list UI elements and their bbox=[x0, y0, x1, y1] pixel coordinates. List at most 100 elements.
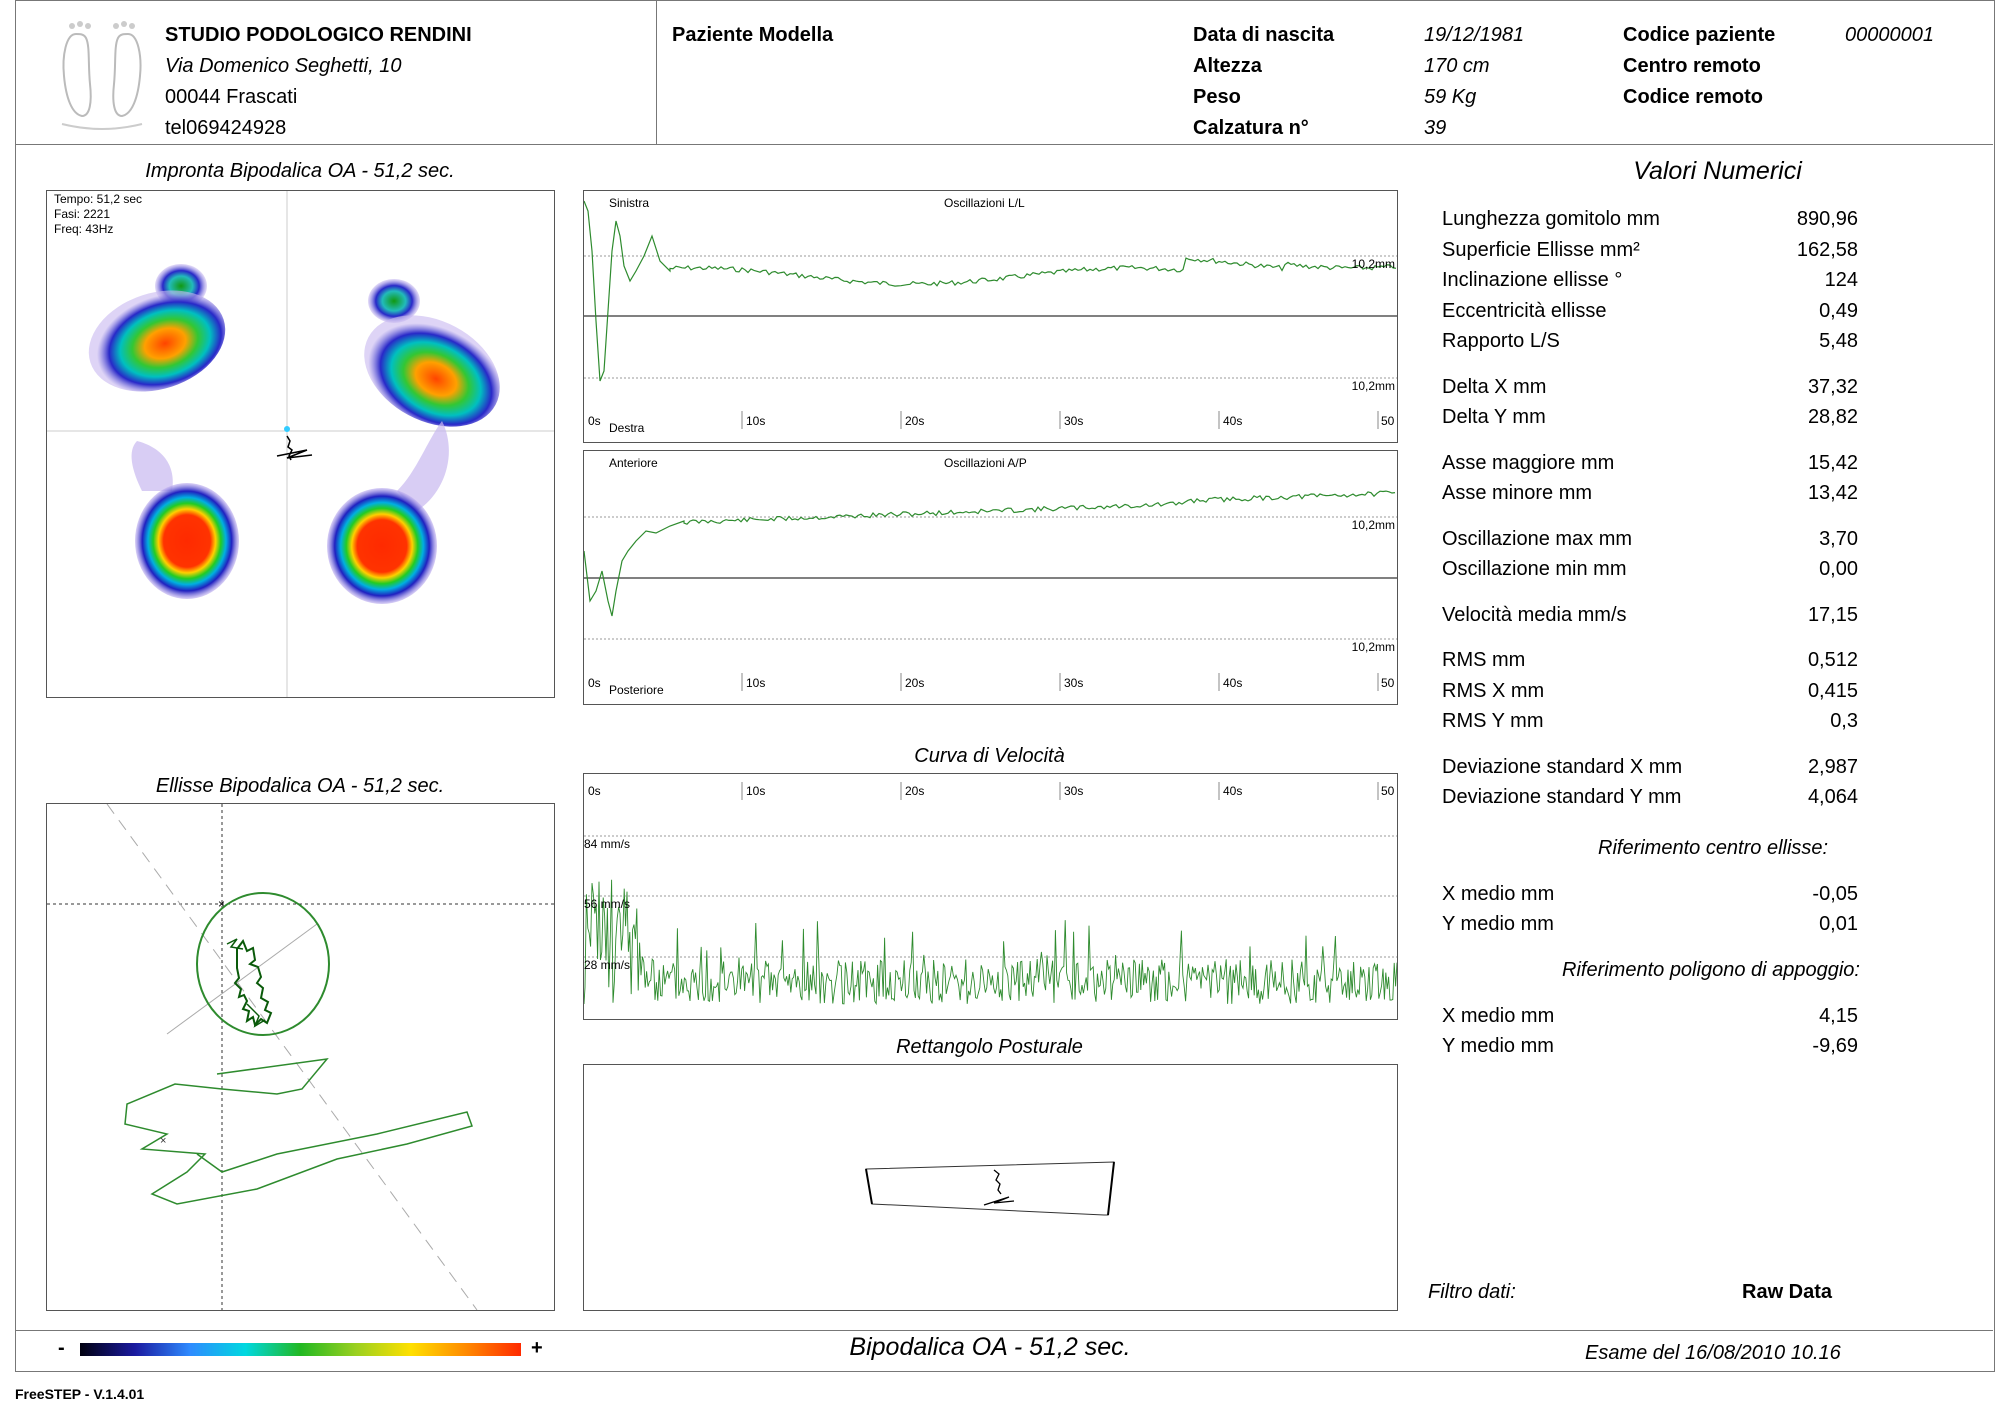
footprint-info-freq: Freq: 43Hz bbox=[54, 222, 114, 236]
numeric-label: Lunghezza gomitolo mm bbox=[1442, 208, 1660, 230]
oscillation-ll-chart: Sinistra Oscillazioni L/L 10,2mm 10,2mm … bbox=[583, 190, 1398, 443]
oscillation-ll-tick-0: 0s bbox=[588, 414, 601, 428]
oscillation-ll-trace bbox=[584, 200, 1397, 382]
field-label-remote-code: Codice remoto bbox=[1623, 86, 1764, 108]
field-label-patient-code: Codice paziente bbox=[1623, 24, 1776, 46]
numeric-value: 124 bbox=[1824, 269, 1858, 291]
footprint-info-phases: Fasi: 2221 bbox=[54, 207, 111, 221]
footprint-info-time: Tempo: 51,2 sec bbox=[54, 192, 143, 206]
numeric-label: Oscillazione min mm bbox=[1442, 558, 1627, 580]
oscillation-ll-scale-bottom: 10,2mm bbox=[1351, 379, 1395, 393]
oscillation-ap-trace bbox=[584, 490, 1396, 617]
numeric-value: 4,064 bbox=[1807, 786, 1858, 808]
oscillation-ll-tick-4: 40s bbox=[1223, 414, 1243, 428]
ref-ellipse-y-label: Y medio mm bbox=[1442, 913, 1554, 935]
velocity-tick-2: 20s bbox=[905, 784, 925, 798]
numeric-value: 28,82 bbox=[1807, 406, 1858, 428]
velocity-tick-4: 40s bbox=[1223, 784, 1243, 798]
field-label-weight: Peso bbox=[1193, 86, 1241, 108]
velocity-level-84: 84 mm/s bbox=[584, 837, 631, 851]
software-version: FreeSTEP - V.1.4.01 bbox=[15, 1386, 145, 1402]
velocity-trace bbox=[584, 879, 1397, 1006]
numeric-value: 0,3 bbox=[1830, 710, 1858, 732]
header-column-divider bbox=[656, 0, 657, 144]
oscillation-ll-bottom-label: Destra bbox=[609, 421, 645, 435]
header-divider bbox=[15, 144, 1993, 145]
ref-polygon-x-value: 4,15 bbox=[1819, 1005, 1858, 1027]
numeric-value: 2,987 bbox=[1807, 755, 1858, 778]
velocity-title: Curva di Velocità bbox=[914, 745, 1065, 767]
numeric-value: 17,15 bbox=[1807, 603, 1858, 626]
velocity-tick-3: 30s bbox=[1064, 784, 1084, 798]
numeric-value: 0,415 bbox=[1807, 679, 1858, 702]
oscillation-ap-bottom-label: Posteriore bbox=[609, 683, 664, 697]
ref-polygon-y-label: Y medio mm bbox=[1442, 1035, 1554, 1057]
velocity-level-28: 28 mm/s bbox=[584, 958, 631, 972]
numeric-label: Superficie Ellisse mm² bbox=[1442, 238, 1640, 261]
rectangle-title: Rettangolo Posturale bbox=[896, 1036, 1083, 1058]
ref-ellipse-x-label: X medio mm bbox=[1442, 883, 1555, 905]
footer-title: Bipodalica OA - 51,2 sec. bbox=[849, 1333, 1131, 1361]
field-value-birthdate: 19/12/1981 bbox=[1424, 24, 1525, 46]
ref-polygon-title: Riferimento poligono di appoggio: bbox=[1562, 959, 1860, 981]
studio-phone: tel069424928 bbox=[165, 117, 287, 139]
numeric-value: 13,42 bbox=[1807, 482, 1858, 504]
numeric-label: Eccentricità ellisse bbox=[1442, 299, 1607, 322]
oscillation-ap-tick-1: 10s bbox=[746, 676, 766, 690]
velocity-tick-5: 50 bbox=[1381, 784, 1395, 798]
pressure-color-scale bbox=[80, 1343, 521, 1356]
numeric-label: RMS X mm bbox=[1442, 679, 1545, 702]
field-label-remote-center: Centro remoto bbox=[1623, 55, 1761, 77]
ref-ellipse-title: Riferimento centro ellisse: bbox=[1598, 837, 1829, 859]
velocity-tick-0: 0s bbox=[588, 784, 601, 798]
numeric-value: 0,49 bbox=[1819, 299, 1858, 322]
velocity-tick-1: 10s bbox=[746, 784, 766, 798]
ref-ellipse-y-value: 0,01 bbox=[1819, 913, 1858, 935]
svg-text:×: × bbox=[218, 897, 225, 911]
scale-min-label: - bbox=[58, 1337, 65, 1359]
footprint-pressure-map bbox=[47, 191, 554, 697]
numeric-label: Delta X mm bbox=[1442, 375, 1547, 398]
footprint-panel: Tempo: 51,2 sec Fasi: 2221 Freq: 43Hz bbox=[46, 190, 555, 698]
numeric-value: 162,58 bbox=[1796, 238, 1858, 261]
oscillation-ll-tick-1: 10s bbox=[746, 414, 766, 428]
postural-rectangle-plot bbox=[865, 1161, 1115, 1216]
oscillation-ap-tick-5: 50 bbox=[1381, 676, 1395, 690]
report-frame bbox=[15, 0, 1995, 1372]
numeric-label: RMS Y mm bbox=[1442, 710, 1544, 732]
filter-value: Raw Data bbox=[1742, 1281, 1833, 1303]
numeric-value: 5,48 bbox=[1819, 330, 1858, 352]
numeric-label: Velocità media mm/s bbox=[1442, 603, 1627, 626]
numeric-label: RMS mm bbox=[1442, 649, 1526, 671]
scale-max-label: + bbox=[531, 1337, 543, 1359]
oscillation-ap-title: Oscillazioni A/P bbox=[944, 456, 1027, 470]
numeric-label: Deviazione standard Y mm bbox=[1442, 786, 1682, 808]
oscillation-ap-chart: Anteriore Oscillazioni A/P 10,2mm 10,2mm… bbox=[583, 450, 1398, 705]
numeric-label: Rapporto L/S bbox=[1442, 330, 1560, 352]
numeric-title: Valori Numerici bbox=[1633, 157, 1802, 185]
oscillation-ll-tick-2: 20s bbox=[905, 414, 925, 428]
studio-address-line2: 00044 Frascati bbox=[165, 86, 298, 108]
studio-address-line1: Via Domenico Seghetti, 10 bbox=[165, 55, 402, 77]
ref-polygon-x-label: X medio mm bbox=[1442, 1005, 1555, 1027]
oscillation-ap-top-label: Anteriore bbox=[609, 456, 658, 470]
oscillation-ap-scale-bottom: 10,2mm bbox=[1351, 640, 1395, 654]
field-label-birthdate: Data di nascita bbox=[1193, 24, 1335, 46]
oscillation-ap-tick-4: 40s bbox=[1223, 676, 1243, 690]
oscillation-ap-tick-2: 20s bbox=[905, 676, 925, 690]
postural-rectangle-panel bbox=[583, 1064, 1398, 1311]
numeric-label: Asse minore mm bbox=[1442, 482, 1593, 504]
oscillation-ap-tick-0: 0s bbox=[588, 676, 601, 690]
numeric-value: 37,32 bbox=[1807, 375, 1858, 398]
oscillation-ll-title: Oscillazioni L/L bbox=[944, 196, 1025, 210]
footer-divider bbox=[15, 1330, 1993, 1331]
numeric-value: 0,00 bbox=[1819, 558, 1858, 580]
numeric-value: 890,96 bbox=[1796, 208, 1858, 230]
oscillation-ll-tick-3: 30s bbox=[1064, 414, 1084, 428]
field-value-shoe: 39 bbox=[1424, 117, 1447, 139]
field-value-patient-code: 00000001 bbox=[1845, 24, 1934, 46]
field-label-height: Altezza bbox=[1193, 55, 1262, 77]
oscillation-ll-tick-5: 50 bbox=[1381, 414, 1395, 428]
studio-name: STUDIO PODOLOGICO RENDINI bbox=[165, 24, 472, 46]
oscillation-ll-top-label: Sinistra bbox=[609, 196, 650, 210]
